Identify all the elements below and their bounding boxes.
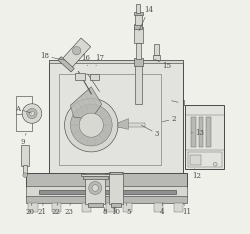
Text: 11: 11 xyxy=(182,203,191,216)
Bar xyxy=(50,60,183,174)
Text: 1: 1 xyxy=(172,99,185,107)
Bar xyxy=(154,44,159,55)
Bar xyxy=(28,203,38,212)
Text: 23: 23 xyxy=(64,203,73,216)
Bar xyxy=(109,172,123,204)
Text: 12: 12 xyxy=(192,169,202,180)
Circle shape xyxy=(30,111,34,116)
Bar xyxy=(61,38,91,69)
Circle shape xyxy=(214,162,217,166)
Text: 20: 20 xyxy=(26,203,35,216)
Bar xyxy=(134,24,142,29)
Text: 14: 14 xyxy=(139,7,153,31)
Bar xyxy=(81,174,110,176)
Bar xyxy=(52,203,61,212)
Text: 4: 4 xyxy=(160,203,164,216)
Bar xyxy=(90,74,100,80)
Bar xyxy=(198,117,203,147)
Bar xyxy=(39,190,176,194)
Bar xyxy=(26,196,187,203)
Bar xyxy=(134,12,143,15)
Bar xyxy=(188,152,222,167)
Bar xyxy=(118,123,145,127)
Bar xyxy=(134,27,143,43)
Text: 2: 2 xyxy=(162,115,176,123)
Text: 18: 18 xyxy=(40,52,64,60)
Bar xyxy=(50,60,183,63)
Bar xyxy=(174,203,183,212)
Bar xyxy=(123,203,132,212)
Circle shape xyxy=(27,108,37,119)
Circle shape xyxy=(22,104,42,123)
Bar xyxy=(75,73,86,80)
Bar xyxy=(206,117,210,147)
Text: 21: 21 xyxy=(38,203,46,216)
Circle shape xyxy=(92,185,98,191)
Text: 17: 17 xyxy=(95,54,104,66)
Text: 9: 9 xyxy=(20,133,26,146)
Text: 16: 16 xyxy=(82,54,91,66)
Bar xyxy=(106,203,116,212)
Bar xyxy=(88,203,103,207)
Bar xyxy=(86,173,105,204)
Text: 22: 22 xyxy=(52,203,60,216)
Bar xyxy=(82,203,91,212)
Bar xyxy=(83,176,108,179)
Bar xyxy=(58,57,74,72)
Text: 8: 8 xyxy=(103,207,108,216)
Bar xyxy=(136,43,140,59)
Bar xyxy=(26,186,187,197)
Bar xyxy=(135,59,142,104)
Bar xyxy=(59,74,161,165)
Text: A: A xyxy=(16,105,32,113)
Bar xyxy=(134,14,141,25)
Bar xyxy=(110,172,122,174)
Bar xyxy=(136,4,140,13)
Circle shape xyxy=(79,113,103,137)
Polygon shape xyxy=(70,87,102,119)
Bar xyxy=(186,105,224,169)
Bar xyxy=(16,96,32,131)
Bar xyxy=(154,203,164,212)
Text: 13: 13 xyxy=(191,129,204,137)
Text: 10: 10 xyxy=(111,207,120,216)
Bar xyxy=(23,165,27,174)
Circle shape xyxy=(70,104,112,146)
Polygon shape xyxy=(118,119,128,129)
Bar xyxy=(22,145,29,166)
Bar xyxy=(153,55,160,60)
Text: 15: 15 xyxy=(155,59,171,70)
Circle shape xyxy=(72,47,81,55)
Bar xyxy=(26,173,187,187)
Bar xyxy=(191,117,196,147)
Text: 3: 3 xyxy=(141,125,159,138)
Circle shape xyxy=(89,181,102,194)
Circle shape xyxy=(23,173,28,177)
Bar xyxy=(134,58,143,66)
Bar xyxy=(110,203,121,207)
Circle shape xyxy=(64,98,118,152)
Bar xyxy=(190,155,201,165)
Text: 5: 5 xyxy=(126,203,131,216)
